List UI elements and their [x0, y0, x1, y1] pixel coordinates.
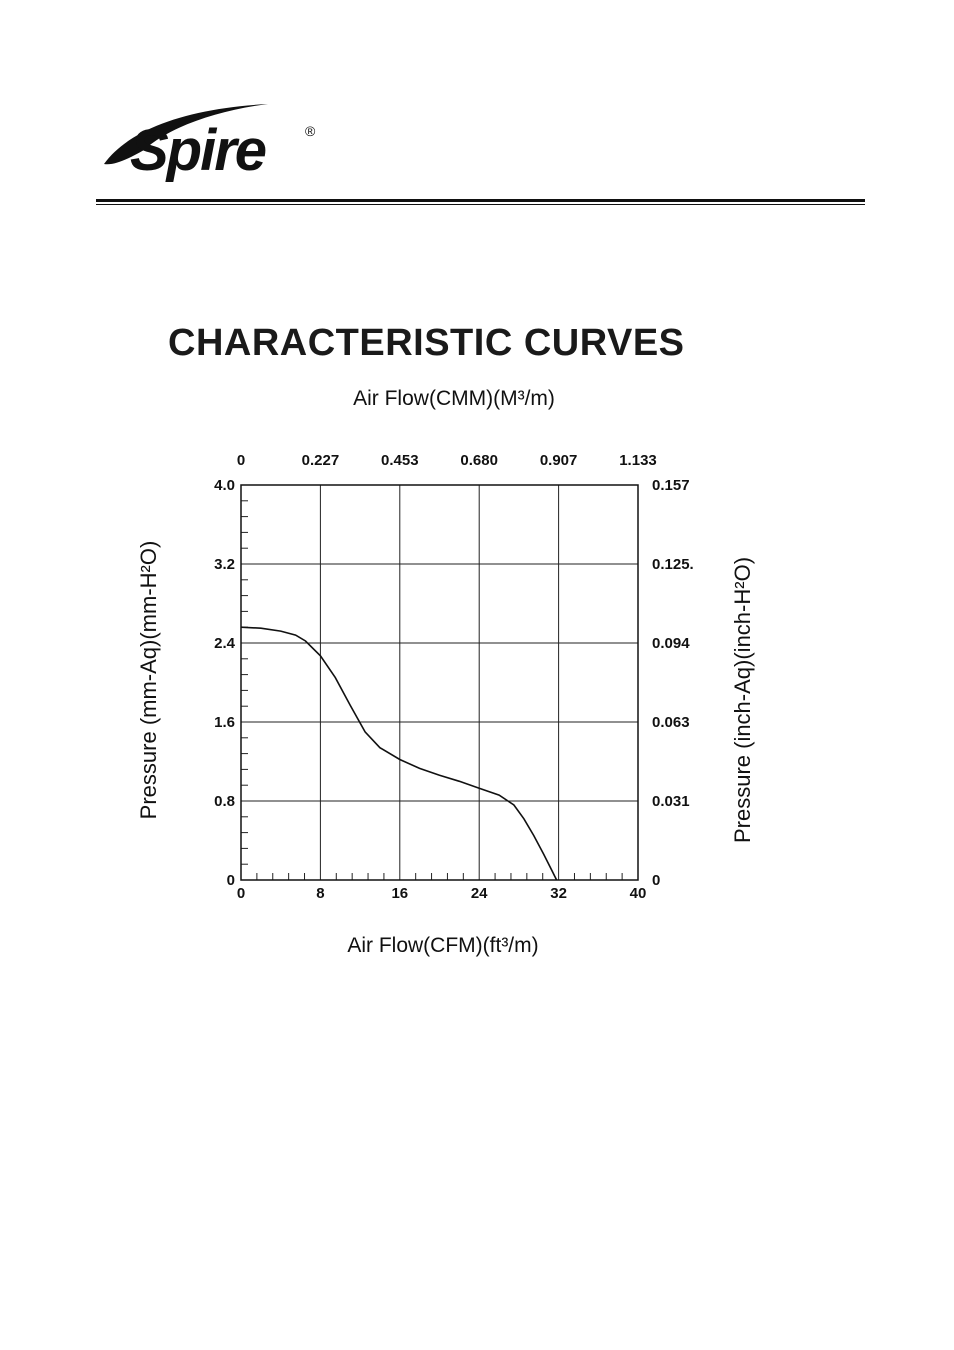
x2-tick-label: 1.133	[619, 452, 657, 469]
logo-swoosh	[104, 104, 268, 165]
y2-tick-label: 0.157	[652, 477, 690, 494]
registered-mark: ®	[305, 123, 316, 139]
y-tick-labels: 0 0.8 1.6 2.4 3.2 4.0	[214, 477, 236, 889]
x-axis-label: Air Flow(CFM)(ft³/m)	[347, 934, 538, 957]
logo-wordmark: Spire	[130, 118, 266, 183]
x2-tick-label: 0.453	[381, 452, 419, 469]
x2-axis-label: Air Flow(CMM)(M³/m)	[353, 387, 555, 410]
y2-tick-label: 0	[652, 872, 660, 889]
y2-tick-labels: 0 0.031 0.063 0.094 0.125. 0.157	[652, 477, 694, 889]
header-rule	[96, 199, 865, 205]
x-tick-label: 24	[471, 885, 488, 902]
y2-axis-label: Pressure (inch-Aq)(inch-H²O)	[730, 557, 755, 843]
x2-tick-label: 0.227	[302, 452, 340, 469]
y-tick-label: 4.0	[214, 477, 235, 494]
plot-frame	[240, 484, 639, 881]
y2-tick-label: 0.063	[652, 714, 690, 731]
y-axis-label: Pressure (mm-Aq)(mm-H²O)	[136, 541, 161, 820]
x-tick-label: 16	[391, 885, 408, 902]
grid-lines	[241, 485, 638, 880]
pressure-curve	[240, 626, 558, 881]
y-tick-label: 2.4	[214, 635, 236, 652]
x-tick-label: 0	[237, 885, 245, 902]
y2-tick-label: 0.094	[652, 635, 690, 652]
y2-tick-label: 0.125.	[652, 556, 694, 573]
x2-tick-label: 0.680	[460, 452, 498, 469]
spire-logo: Spire ®	[104, 104, 316, 183]
y-tick-label: 0.8	[214, 793, 235, 810]
x-tick-labels: 0 8 16 24 32 40	[237, 885, 647, 902]
y-tick-label: 0	[227, 872, 235, 889]
x2-tick-labels: 0 0.227 0.453 0.680 0.907 1.133	[237, 452, 657, 469]
x2-tick-label: 0	[237, 452, 245, 469]
y2-tick-label: 0.031	[652, 793, 690, 810]
y-tick-label: 3.2	[214, 556, 235, 573]
x-tick-label: 8	[316, 885, 324, 902]
minor-ticks	[241, 500, 623, 880]
chart-title: CHARACTERISTIC CURVES	[168, 322, 685, 364]
x-tick-label: 40	[630, 885, 647, 902]
x-tick-label: 32	[550, 885, 567, 902]
y-tick-label: 1.6	[214, 714, 235, 731]
x2-tick-label: 0.907	[540, 452, 578, 469]
